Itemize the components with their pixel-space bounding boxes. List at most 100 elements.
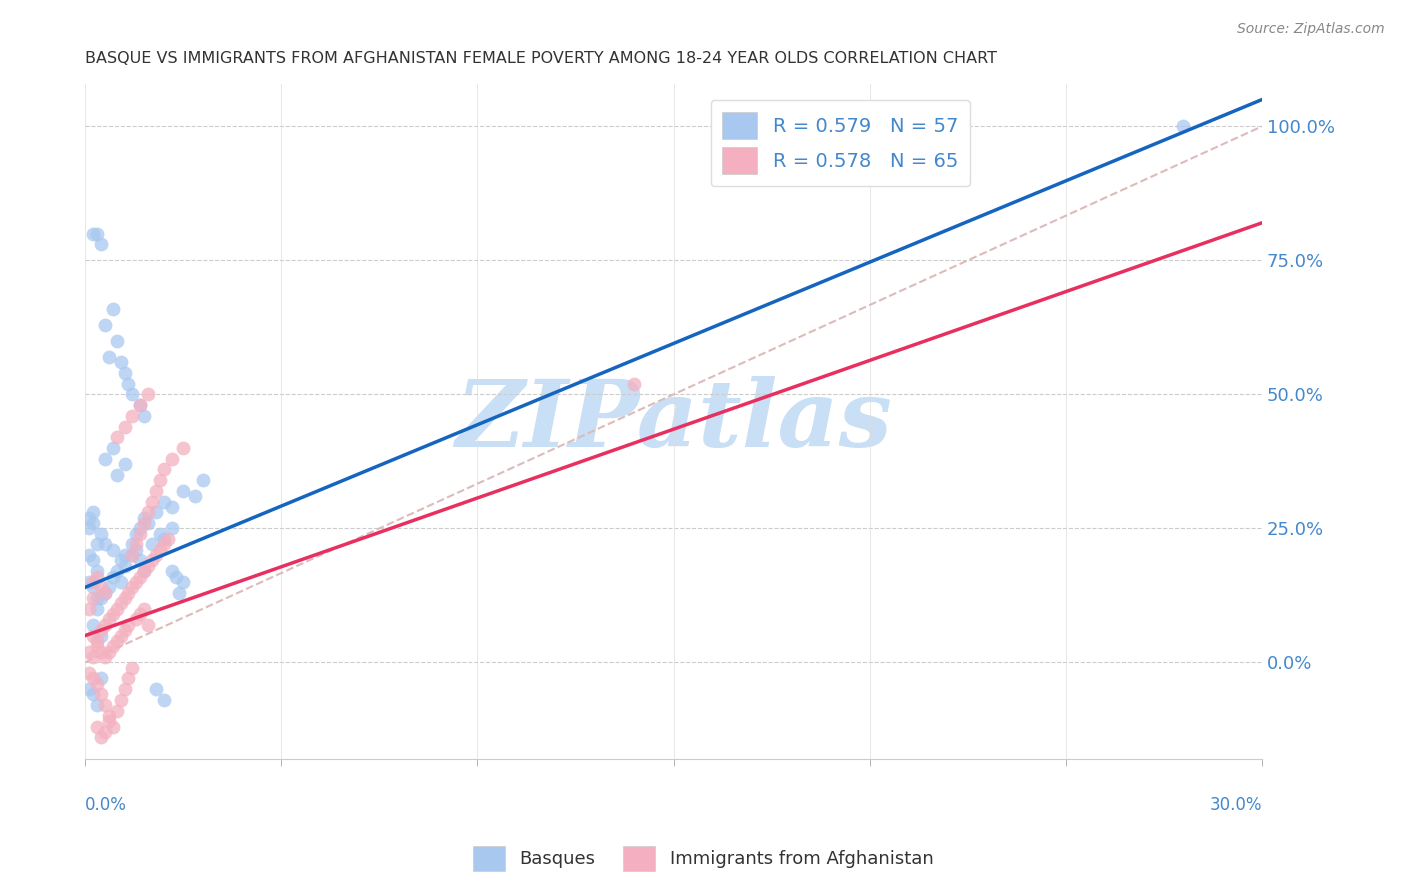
Point [101, 301, 124, 316]
Point [82, 505, 104, 519]
Point [125, 537, 148, 551]
Point [90, 672, 112, 686]
Point [86, 677, 108, 691]
Point [77, 548, 100, 562]
Point [152, 537, 174, 551]
Point [94, 649, 117, 664]
Point [90, 591, 112, 605]
Point [97, 709, 120, 723]
Point [114, 366, 136, 380]
Point [172, 574, 194, 589]
Point [77, 666, 100, 681]
Point [86, 720, 108, 734]
Point [94, 537, 117, 551]
Point [77, 574, 100, 589]
Point [152, 693, 174, 707]
Point [94, 451, 117, 466]
Point [97, 612, 120, 626]
Point [149, 473, 172, 487]
Point [134, 516, 156, 530]
Point [82, 672, 104, 686]
Point [172, 483, 194, 498]
Point [160, 500, 183, 514]
Point [101, 441, 124, 455]
Point [184, 489, 207, 503]
Point [86, 601, 108, 615]
Point [149, 526, 172, 541]
Point [97, 580, 120, 594]
Point [90, 623, 112, 637]
Point [101, 639, 124, 653]
Point [136, 558, 159, 573]
Point [136, 387, 159, 401]
Point [191, 473, 214, 487]
Point [152, 462, 174, 476]
Point [121, 548, 143, 562]
Point [129, 607, 152, 621]
Point [94, 698, 117, 713]
Point [86, 569, 108, 583]
Point [114, 623, 136, 637]
Point [134, 564, 156, 578]
Point [110, 553, 132, 567]
Point [86, 564, 108, 578]
Point [134, 564, 156, 578]
Point [94, 725, 117, 739]
Point [86, 639, 108, 653]
Point [77, 682, 100, 697]
Point [105, 467, 128, 482]
Point [82, 553, 104, 567]
Point [117, 672, 139, 686]
Point [121, 409, 143, 423]
Point [156, 532, 179, 546]
Point [90, 237, 112, 252]
Point [94, 617, 117, 632]
Legend: Basques, Immigrants from Afghanistan: Basques, Immigrants from Afghanistan [465, 838, 941, 879]
Text: ZIPatlas: ZIPatlas [456, 376, 891, 467]
Point [86, 591, 108, 605]
Point [125, 574, 148, 589]
Point [623, 376, 645, 391]
Point [110, 596, 132, 610]
Point [94, 585, 117, 599]
Point [105, 564, 128, 578]
Point [86, 227, 108, 241]
Point [160, 521, 183, 535]
Point [121, 661, 143, 675]
Point [90, 628, 112, 642]
Text: 0.0%: 0.0% [86, 796, 127, 814]
Point [101, 542, 124, 557]
Point [141, 537, 163, 551]
Point [114, 457, 136, 471]
Point [82, 688, 104, 702]
Point [152, 494, 174, 508]
Point [172, 441, 194, 455]
Point [90, 644, 112, 658]
Point [101, 569, 124, 583]
Point [141, 494, 163, 508]
Point [117, 376, 139, 391]
Point [86, 698, 108, 713]
Point [77, 644, 100, 658]
Point [1173, 120, 1195, 134]
Point [136, 617, 159, 632]
Point [160, 564, 183, 578]
Point [97, 644, 120, 658]
Point [82, 617, 104, 632]
Point [86, 537, 108, 551]
Point [114, 682, 136, 697]
Point [145, 548, 167, 562]
Point [141, 553, 163, 567]
Point [82, 649, 104, 664]
Point [152, 532, 174, 546]
Point [145, 505, 167, 519]
Point [134, 510, 156, 524]
Point [117, 585, 139, 599]
Point [97, 714, 120, 729]
Point [129, 398, 152, 412]
Point [125, 542, 148, 557]
Point [129, 398, 152, 412]
Point [117, 617, 139, 632]
Point [105, 633, 128, 648]
Point [110, 574, 132, 589]
